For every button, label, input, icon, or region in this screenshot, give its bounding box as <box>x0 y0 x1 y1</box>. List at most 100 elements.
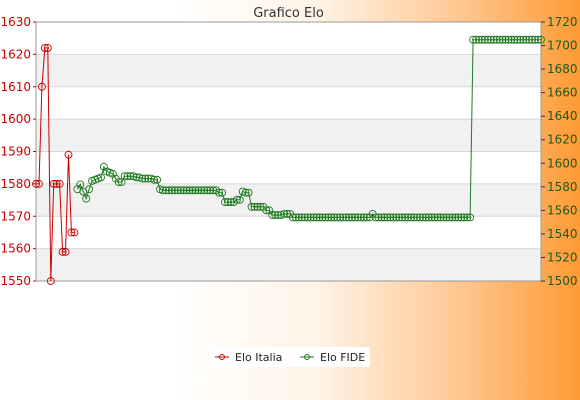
elo-fide-point <box>362 213 371 222</box>
elo-fide-point <box>460 213 469 222</box>
elo-fide-point <box>498 35 507 44</box>
elo-fide-point <box>448 213 457 222</box>
elo-fide-point <box>472 35 480 44</box>
right-axis-tick-label: 1620 <box>547 133 578 147</box>
elo-fide-point <box>386 213 395 222</box>
elo-italia-point <box>32 179 40 188</box>
elo-fide-point <box>173 186 182 195</box>
elo-fide-point <box>297 213 306 222</box>
elo-fide-point <box>179 186 188 195</box>
elo-fide-point <box>191 186 200 195</box>
elo-fide-point <box>463 213 472 222</box>
left-axis-tick-label: 1600 <box>0 112 31 126</box>
elo-fide-point <box>537 35 545 44</box>
legend-label-elo-fide: Elo FIDE <box>320 351 365 364</box>
elo-fide-point <box>247 202 256 211</box>
elo-fide-point <box>327 213 336 222</box>
elo-fide-point <box>395 213 404 222</box>
chart-title: Grafico Elo <box>253 6 324 21</box>
elo-fide-point <box>291 213 300 222</box>
left-axis-tick-label: 1630 <box>0 15 31 29</box>
elo-fide-point <box>197 186 206 195</box>
elo-fide-point <box>348 213 356 222</box>
elo-fide-point <box>427 213 436 222</box>
elo-fide-point <box>215 188 224 197</box>
elo-fide-point <box>235 195 244 204</box>
elo-fide-point <box>528 35 537 44</box>
elo-fide-point <box>436 213 445 222</box>
elo-fide-point <box>188 186 197 195</box>
elo-fide-point <box>398 213 407 222</box>
elo-fide-point <box>309 213 318 222</box>
elo-fide-point <box>525 35 534 44</box>
elo-fide-point <box>353 213 362 222</box>
elo-fide-point <box>164 186 173 195</box>
elo-fide-point <box>480 35 489 44</box>
elo-fide-point <box>336 213 345 222</box>
elo-fide-point <box>374 213 383 222</box>
elo-fide-point <box>531 35 540 44</box>
elo-fide-point <box>475 35 483 44</box>
elo-fide-point <box>534 35 542 44</box>
legend-label-elo-italia: Elo Italia <box>235 351 282 364</box>
right-axis-tick-label: 1680 <box>547 62 578 76</box>
elo-fide-point <box>141 174 150 183</box>
elo-fide-point <box>200 186 209 195</box>
elo-fide-point <box>82 194 91 203</box>
elo-fide-point <box>318 213 327 222</box>
elo-fide-point <box>203 186 212 195</box>
elo-fide-point <box>268 211 277 220</box>
grid-band <box>36 248 541 281</box>
elo-fide-point <box>457 213 466 222</box>
elo-fide-point <box>150 175 159 184</box>
elo-fide-point <box>401 213 410 222</box>
elo-italia-point <box>43 43 52 52</box>
elo-italia-point <box>67 228 76 237</box>
left-axis-tick-label: 1590 <box>0 145 31 159</box>
elo-fide-point <box>159 186 167 195</box>
left-axis-tick-label: 1620 <box>0 47 31 61</box>
elo-fide-point <box>85 185 94 194</box>
grid-band <box>36 119 541 152</box>
elo-fide-point <box>389 213 398 222</box>
right-axis-tick-label: 1640 <box>547 109 578 123</box>
legend-marker-elo-italia <box>219 354 225 360</box>
elo-fide-point <box>330 213 339 222</box>
elo-fide-point <box>280 209 289 218</box>
elo-fide-point <box>454 213 463 222</box>
elo-fide-point <box>489 35 498 44</box>
elo-fide-point <box>303 213 312 222</box>
elo-fide-point <box>253 202 262 211</box>
elo-fide-point <box>306 213 315 222</box>
elo-fide-point <box>439 213 448 222</box>
elo-fide-point <box>430 213 439 222</box>
elo-fide-point <box>97 173 105 182</box>
elo-fide-point <box>477 35 486 44</box>
elo-fide-point <box>415 213 424 222</box>
elo-fide-point <box>232 195 241 204</box>
elo-fide-point <box>176 186 185 195</box>
elo-fide-point <box>153 175 162 184</box>
grid-band <box>36 183 541 217</box>
elo-fide-point <box>167 186 176 195</box>
elo-fide-point <box>262 206 271 215</box>
elo-fide-point <box>495 35 504 44</box>
elo-fide-point <box>312 213 321 222</box>
elo-fide-point <box>126 172 135 181</box>
elo-fide-point <box>407 213 416 222</box>
elo-fide-point <box>466 213 475 222</box>
left-axis-tick-label: 1610 <box>0 80 31 94</box>
elo-fide-point <box>241 188 250 197</box>
elo-italia-line <box>36 47 75 282</box>
elo-fide-point <box>342 213 351 222</box>
elo-italia-point <box>64 150 73 159</box>
legend-marker-elo-fide <box>304 354 310 360</box>
elo-fide-point <box>324 213 333 222</box>
elo-fide-point <box>221 198 229 207</box>
elo-fide-point <box>507 35 516 44</box>
elo-fide-point <box>288 213 297 222</box>
elo-fide-point <box>206 186 215 195</box>
elo-italia-point <box>70 228 79 237</box>
elo-fide-point <box>182 186 191 195</box>
